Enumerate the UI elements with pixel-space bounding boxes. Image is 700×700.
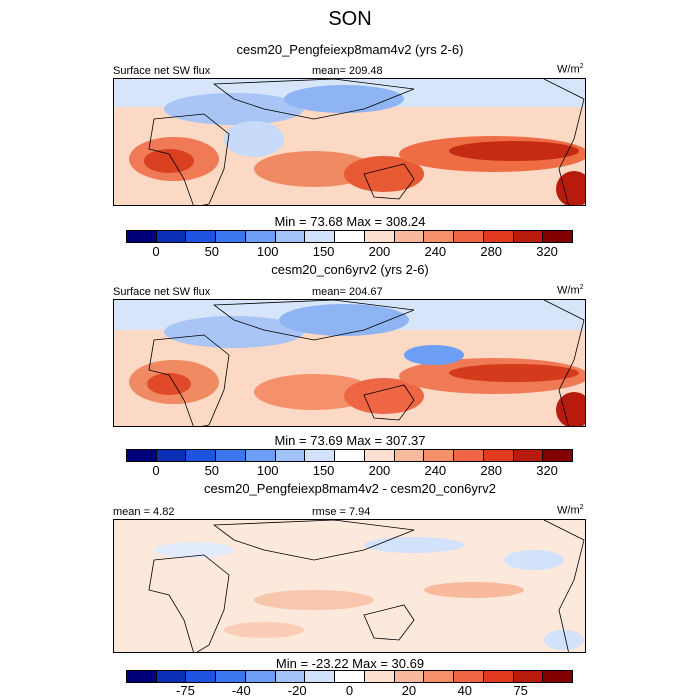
- panel-1-subtitle: cesm20_Pengfeiexp8mam4v2 (yrs 2-6): [236, 42, 464, 57]
- panel-1-map: [113, 78, 586, 206]
- panel-2-mean-label: mean= 204.67: [312, 286, 383, 298]
- colorbar-tick: 50: [204, 463, 220, 478]
- colorbar-tick: 75: [513, 683, 528, 698]
- panel-1-minmax: Min = 73.68 Max = 308.24: [274, 214, 426, 229]
- colorbar-tick: 0: [345, 683, 354, 698]
- panel-3-colorbar-ticks: -75 -40 -20 0 20 40 75: [126, 683, 573, 699]
- colorbar-tick: 100: [256, 463, 279, 478]
- colorbar-tick: 240: [424, 244, 447, 259]
- colorbar-tick: 20: [401, 683, 417, 698]
- panel-2-map-field: [114, 300, 585, 426]
- colorbar-tick: 200: [368, 244, 391, 259]
- panel-1-variable-label: Surface net SW flux: [113, 65, 211, 77]
- colorbar-tick: 0: [152, 463, 160, 478]
- panel-3-rmse-label: rmse = 7.94: [312, 506, 371, 518]
- panel-2-variable-label: Surface net SW flux: [113, 286, 211, 298]
- colorbar-tick: 150: [312, 244, 335, 259]
- panel-2-units: W/m2: [557, 284, 584, 297]
- panel-3-minmax: Min = -23.22 Max = 30.69: [275, 656, 425, 671]
- panel-2-colorbar: [126, 449, 573, 462]
- panel-3-units: W/m2: [557, 504, 584, 517]
- panel-1-map-field: [114, 79, 585, 205]
- panel-1-colorbar-ticks: 0 50 100 150 200 240 280 320: [126, 244, 573, 260]
- panel-2-subtitle: cesm20_con6yrv2 (yrs 2-6): [271, 262, 429, 277]
- panel-2-colorbar-ticks: 0 50 100 150 200 240 280 320: [126, 463, 573, 479]
- colorbar-tick: 40: [457, 683, 473, 698]
- panel-2-map: [113, 299, 586, 427]
- colorbar-tick: 280: [480, 463, 503, 478]
- panel-2-minmax: Min = 73.69 Max = 307.37: [274, 433, 426, 448]
- page-title: SON: [328, 8, 372, 30]
- panel-1-colorbar: [126, 230, 573, 243]
- panel-3-colorbar: [126, 670, 573, 683]
- colorbar-tick: 280: [480, 244, 503, 259]
- colorbar-tick: 50: [204, 244, 220, 259]
- colorbar-tick: 200: [368, 463, 391, 478]
- panel-3-map-field: [114, 520, 585, 652]
- colorbar-tick: 320: [536, 244, 558, 259]
- panel-3-mean-label: mean = 4.82: [113, 506, 175, 518]
- colorbar-tick: 100: [256, 244, 279, 259]
- panel-1-units: W/m2: [557, 63, 584, 76]
- panel-1-mean-label: mean= 209.48: [312, 65, 383, 77]
- colorbar-tick: 320: [536, 463, 558, 478]
- panel-3-subtitle: cesm20_Pengfeiexp8mam4v2 - cesm20_con6yr…: [204, 481, 496, 496]
- colorbar-tick: 150: [312, 463, 335, 478]
- colorbar-tick: 240: [424, 463, 447, 478]
- colorbar-tick: -75: [176, 683, 195, 698]
- colorbar-tick: -20: [287, 683, 307, 698]
- colorbar-tick: 0: [152, 244, 160, 259]
- panel-3-map: [113, 519, 586, 653]
- colorbar-tick: -40: [231, 683, 251, 698]
